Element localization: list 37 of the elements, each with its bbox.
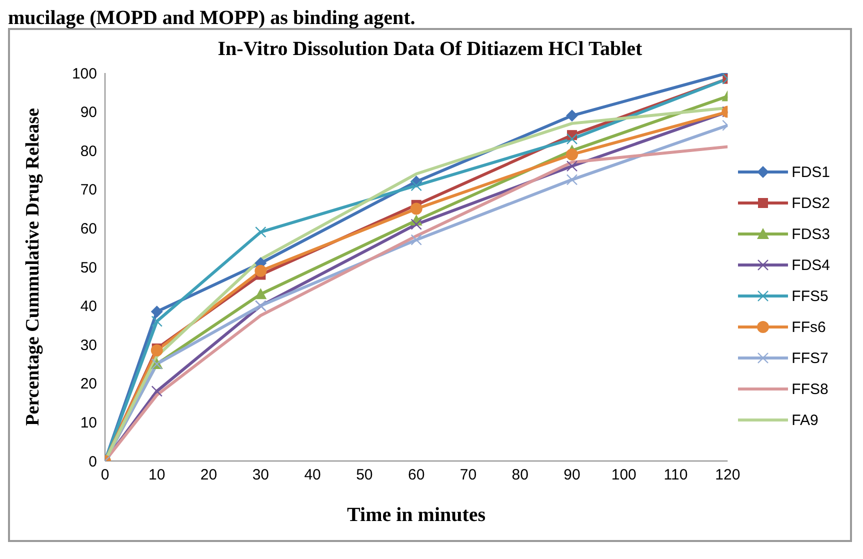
- legend-label: FA9: [792, 412, 818, 428]
- y-tick-label: 20: [80, 376, 97, 393]
- legend-label: FFS7: [792, 350, 828, 366]
- x-tick-label: 60: [408, 466, 425, 484]
- x-tick-label: 0: [100, 466, 110, 484]
- x-axis-title: Time in minutes: [347, 504, 486, 526]
- legend-label: FFS8: [792, 380, 828, 398]
- x-tick-label: 10: [148, 466, 166, 484]
- y-tick-label: 90: [80, 104, 97, 122]
- y-tick-label: 0: [88, 453, 97, 470]
- y-tick-label: 10: [80, 414, 97, 432]
- y-tick-label: 40: [80, 298, 97, 316]
- chart-title: In-Vitro Dissolution Data Of Ditiazem HCl Tablet: [216, 38, 644, 61]
- legend-label: FFs6: [792, 318, 826, 336]
- x-tick-label: 20: [200, 466, 218, 484]
- x-tick-label: 50: [356, 466, 373, 484]
- y-tick-label: 30: [80, 336, 97, 354]
- legend-label: FDS1: [792, 164, 830, 180]
- x-tick-label: 110: [664, 466, 688, 484]
- x-tick-label: 40: [304, 466, 321, 484]
- legend-label: FDS4: [792, 256, 830, 274]
- y-axis-title: Percentage Cummulative Drug Release: [22, 108, 44, 426]
- y-tick-label: 80: [80, 142, 97, 160]
- x-tick-label: 90: [564, 466, 580, 484]
- x-tick-label: 80: [512, 466, 528, 484]
- legend-label: FFS5: [792, 288, 828, 304]
- x-tick-label: 30: [252, 466, 270, 484]
- y-tick-label: 100: [72, 65, 97, 82]
- legend-label: FDS3: [792, 226, 830, 242]
- x-tick-label: 120: [715, 466, 740, 484]
- y-tick-label: 50: [80, 259, 97, 276]
- x-tick-label: 100: [611, 466, 636, 484]
- y-tick-label: 60: [80, 220, 97, 238]
- y-tick-label: 70: [80, 182, 97, 199]
- x-tick-label: 70: [460, 466, 477, 484]
- text: mucilage (MOPD and MOPP) as binding agent.: [8, 7, 416, 29]
- legend-label: FDS2: [792, 194, 830, 212]
